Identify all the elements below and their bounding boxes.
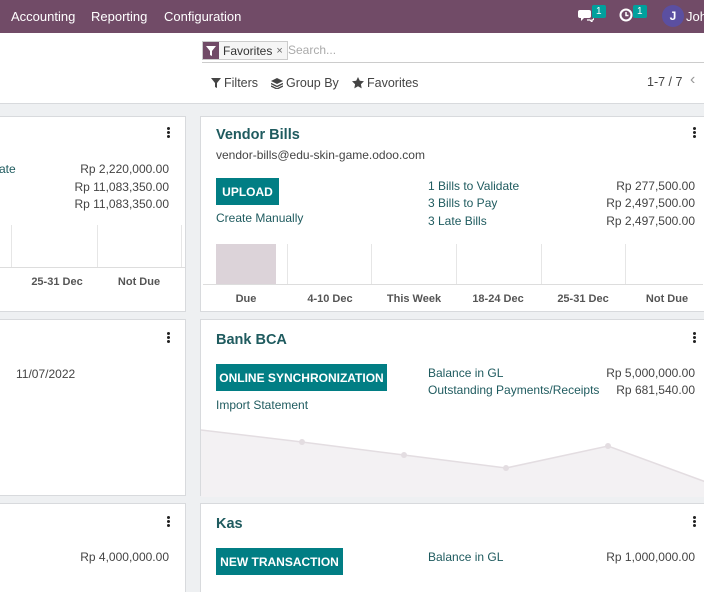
import-statement-link[interactable]: Import Statement (216, 398, 309, 412)
chart-axis-label: This Week (386, 293, 442, 305)
facet-label: Favorites (223, 43, 273, 58)
filter-icon (211, 78, 221, 88)
journal-date: 11/07/2022 (16, 367, 76, 381)
kebab-menu-icon[interactable] (167, 516, 171, 528)
chat-count-badge: 1 (592, 5, 606, 18)
filters-button[interactable]: Filters (211, 76, 258, 90)
kebab-menu-icon[interactable] (693, 516, 697, 528)
journal-line-amount: Rp 11,083,350.00 (74, 180, 169, 194)
chart-gridline (541, 244, 542, 284)
chart-gridline (287, 244, 288, 284)
chart-axis-label: 25-31 Dec (31, 276, 83, 288)
new-transaction-button[interactable]: NEW TRANSACTION (216, 548, 343, 575)
chart-baseline (0, 267, 185, 268)
chart-bar-due[interactable] (216, 244, 276, 284)
search-facet: Favorites × (202, 41, 288, 60)
bank-bca-card: Bank BCA ONLINE SYNCHRONIZATION Import S… (200, 319, 704, 497)
avatar[interactable]: J (662, 5, 684, 27)
clock-icon[interactable] (619, 8, 633, 25)
filter-icon (203, 42, 219, 59)
kebab-menu-icon[interactable] (693, 127, 697, 139)
favorites-label: Favorites (367, 76, 419, 90)
chart-gridline (181, 225, 182, 267)
chart-gridline (371, 244, 372, 284)
kebab-menu-icon[interactable] (167, 127, 171, 139)
chart-axis-label: Due (235, 293, 257, 305)
layers-icon (271, 77, 283, 89)
favorites-button[interactable]: Favorites (352, 76, 418, 90)
search-input[interactable] (288, 41, 588, 59)
bills-to-pay-amount: Rp 2,497,500.00 (606, 196, 695, 210)
late-bills-amount: Rp 2,497,500.00 (606, 214, 695, 228)
control-panel: Favorites × Filters Group By Favorites 1… (0, 33, 704, 104)
balance-in-gl-amount: Rp 5,000,000.00 (606, 366, 695, 380)
chart-gridline (97, 225, 98, 267)
star-icon (352, 77, 364, 89)
chart-baseline (203, 284, 703, 285)
activity-count-badge: 1 (633, 5, 647, 18)
card-title[interactable]: Kas (216, 516, 243, 532)
chart-gridline (11, 225, 12, 267)
journal-line-amount: Rp 11,083,350.00 (74, 197, 169, 211)
kas-card: Kas NEW TRANSACTION Balance in GL Rp 1,0… (200, 503, 704, 592)
late-bills-link[interactable]: 3 Late Bills (428, 214, 487, 228)
chart-axis-label: 25-31 Dec (557, 293, 609, 305)
journal-card-partial-2: 11/07/2022 (0, 319, 186, 496)
group-by-label: Group By (286, 76, 339, 90)
chart-axis-label: Not Due (645, 293, 689, 305)
menu-configuration[interactable]: Configuration (164, 9, 242, 24)
menu-accounting[interactable]: Accounting (11, 9, 76, 24)
journal-card-partial-3: Rp 4,000,000.00 (0, 503, 186, 592)
outstanding-payments-amount: Rp 681,540.00 (616, 383, 695, 397)
chart-axis-label: Not Due (117, 276, 161, 288)
menu-reporting[interactable]: Reporting (91, 9, 148, 24)
bills-to-pay-link[interactable]: 3 Bills to Pay (428, 196, 498, 210)
balance-in-gl-amount: Rp 1,000,000.00 (606, 550, 695, 564)
user-name[interactable]: John (686, 9, 704, 24)
online-synchronization-button[interactable]: ONLINE SYNCHRONIZATION (216, 364, 387, 391)
chart-axis-label: 4-10 Dec (307, 293, 353, 305)
journal-line-amount: Rp 2,220,000.00 (80, 162, 169, 176)
pager-value[interactable]: 1-7 / 7 (647, 75, 683, 89)
balance-in-gl-link[interactable]: Balance in GL (428, 366, 504, 380)
create-manually-link[interactable]: Create Manually (216, 211, 304, 225)
balance-line-chart (201, 429, 704, 497)
chart-axis-label: 18-24 Dec (472, 293, 524, 305)
card-title[interactable]: Bank BCA (216, 332, 287, 348)
chart-gridline (625, 244, 626, 284)
group-by-button[interactable]: Group By (271, 76, 339, 90)
bills-to-validate-link[interactable]: 1 Bills to Validate (428, 179, 520, 193)
vendor-bills-card: Vendor Bills vendor-bills@edu-skin-game.… (200, 116, 704, 312)
journal-email: vendor-bills@edu-skin-game.odoo.com (216, 148, 425, 162)
journal-line-label[interactable]: ate (0, 162, 16, 176)
top-navbar: Accounting Reporting Configuration 1 1 J… (0, 0, 704, 33)
bills-to-validate-amount: Rp 277,500.00 (616, 179, 695, 193)
pager-previous-button[interactable]: ‹ (690, 71, 696, 88)
search-bar: Favorites × (202, 38, 704, 63)
facet-remove-icon[interactable]: × (276, 44, 283, 57)
chart-gridline (456, 244, 457, 284)
filters-label: Filters (224, 76, 259, 90)
journal-card-partial-1: ate Rp 2,220,000.00 Rp 11,083,350.00 Rp … (0, 116, 186, 312)
balance-in-gl-link[interactable]: Balance in GL (428, 550, 504, 564)
kebab-menu-icon[interactable] (693, 332, 697, 344)
upload-button[interactable]: UPLOAD (216, 178, 279, 205)
card-title[interactable]: Vendor Bills (216, 127, 300, 143)
journal-line-amount: Rp 4,000,000.00 (80, 550, 169, 564)
outstanding-payments-link[interactable]: Outstanding Payments/Receipts (428, 383, 600, 397)
kebab-menu-icon[interactable] (167, 332, 171, 344)
